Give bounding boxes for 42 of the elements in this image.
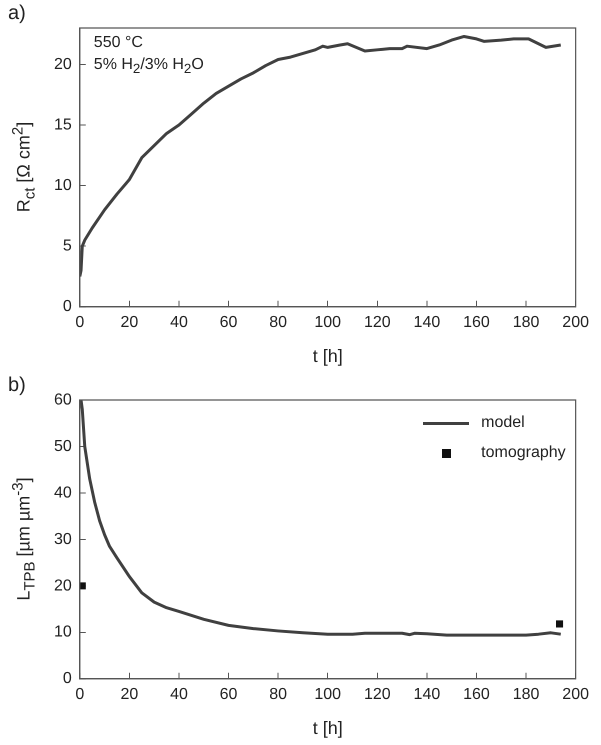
x-tick-label: 160 bbox=[463, 686, 490, 703]
annotation: 550 °C bbox=[94, 33, 144, 53]
annotation: 5% H$_{2}$/3% H$_{2}$O bbox=[94, 55, 204, 78]
y-tick-label: 15 bbox=[54, 116, 72, 134]
x-tick-label: 40 bbox=[170, 686, 188, 703]
x-tick-label: 180 bbox=[512, 686, 540, 703]
y-tick-label: 40 bbox=[54, 484, 72, 502]
legend-label: tomography bbox=[481, 444, 566, 462]
x-tick-label: 20 bbox=[120, 314, 138, 331]
x-tick-label: 60 bbox=[220, 314, 238, 331]
x-tick-label: 0 bbox=[75, 314, 84, 331]
x-axis-title: t [h] bbox=[312, 718, 344, 739]
y-tick-label: 50 bbox=[54, 438, 72, 455]
x-tick-label: 160 bbox=[463, 314, 490, 331]
x-tick-label: 120 bbox=[364, 686, 391, 703]
y-tick-label: 20 bbox=[54, 56, 72, 73]
x-tick-label: 140 bbox=[414, 314, 440, 331]
y-tick-label: 20 bbox=[54, 577, 72, 594]
x-tick-label: 20 bbox=[120, 686, 138, 703]
chart-title: b) bbox=[8, 374, 26, 397]
x-tick-label: 40 bbox=[170, 314, 188, 331]
x-tick-label: 80 bbox=[269, 314, 288, 331]
x-tick-label: 100 bbox=[314, 314, 342, 331]
x-tick-label: 0 bbox=[75, 686, 84, 703]
x-tick-label: 60 bbox=[220, 686, 238, 703]
x-tick-label: 200 bbox=[562, 686, 590, 703]
x-tick-label: 200 bbox=[562, 314, 590, 331]
y-tick-label: 10 bbox=[54, 624, 72, 641]
y-tick-label: 30 bbox=[54, 530, 72, 548]
x-tick-label: 100 bbox=[314, 686, 342, 703]
legend-label: model bbox=[481, 414, 525, 432]
x-tick-label: 80 bbox=[269, 686, 288, 703]
y-tick-label: 10 bbox=[54, 176, 72, 194]
x-tick-label: 120 bbox=[364, 314, 391, 331]
y-tick-label: 0 bbox=[62, 670, 72, 688]
x-tick-label: 180 bbox=[512, 314, 540, 331]
y-tick-label: 0 bbox=[62, 298, 72, 316]
chart-title: a) bbox=[8, 2, 26, 25]
y-tick-label: 60 bbox=[54, 391, 72, 408]
y-tick-label: 5 bbox=[62, 238, 72, 255]
x-axis-title: t [h] bbox=[312, 346, 344, 367]
x-tick-label: 140 bbox=[414, 686, 440, 703]
